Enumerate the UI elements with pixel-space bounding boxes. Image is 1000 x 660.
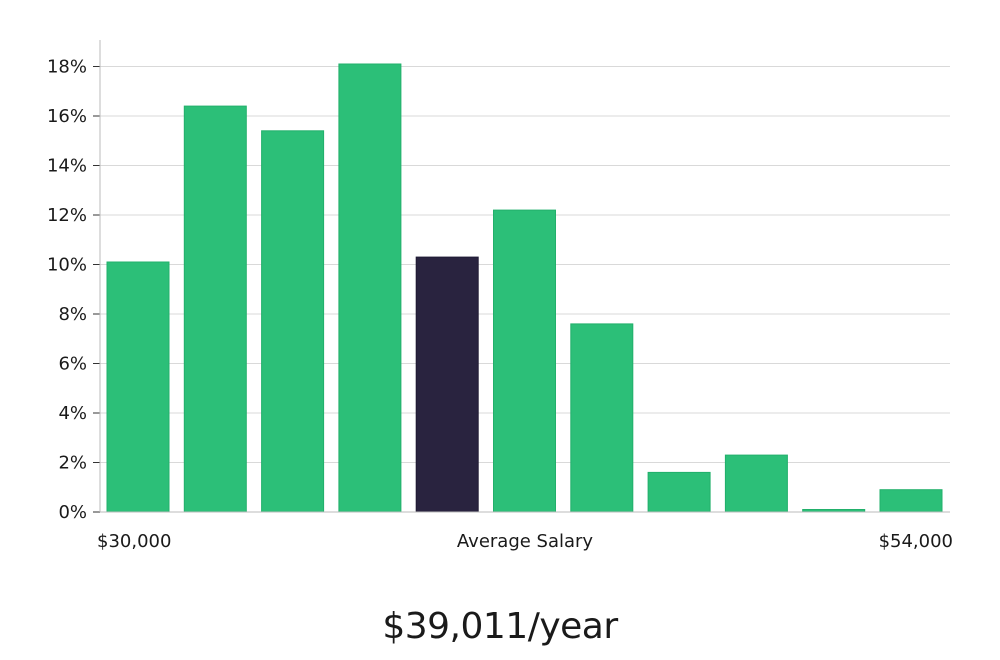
y-tick-label: 8% [58, 304, 87, 325]
bar [724, 454, 788, 513]
y-tick-label: 0% [58, 502, 87, 523]
x-min-label: $30,000 [97, 531, 171, 552]
y-tick-label: 12% [47, 205, 87, 226]
bar [570, 323, 634, 513]
bar [493, 209, 556, 513]
x-axis-title: Average Salary [457, 531, 594, 552]
bar-highlighted [415, 256, 479, 513]
salary-histogram: 0% 2% 4% 6% 8% 10% 12% 14% 16% 18% $30,000 Averag… [47, 40, 953, 552]
bar [106, 261, 170, 513]
bar [338, 63, 402, 513]
bar [879, 489, 943, 513]
y-tick-label: 6% [58, 354, 87, 375]
average-salary-value: $39,011/year [382, 606, 618, 647]
y-axis-ticks: 0% 2% 4% 6% 8% 10% 12% 14% 16% 18% [47, 57, 100, 523]
y-tick-label: 10% [47, 255, 87, 276]
y-tick-label: 14% [47, 156, 87, 177]
bar [647, 471, 711, 513]
y-tick-label: 2% [58, 453, 87, 474]
y-tick-label: 18% [47, 57, 87, 78]
bars [106, 63, 943, 513]
bar [183, 105, 247, 513]
y-tick-label: 16% [47, 106, 87, 127]
bar [261, 130, 325, 513]
x-max-label: $54,000 [879, 531, 953, 552]
y-tick-label: 4% [58, 403, 87, 424]
